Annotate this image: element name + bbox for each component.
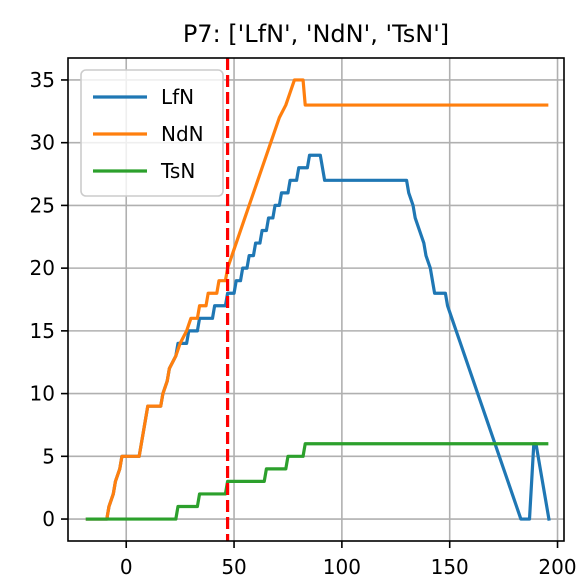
y-tick-label-0: 0 <box>42 507 55 531</box>
legend-label-NdN: NdN <box>161 122 204 146</box>
legend-label-TsN: TsN <box>160 159 195 183</box>
y-tick-label-1: 5 <box>42 444 55 468</box>
x-tick-label-2: 100 <box>323 555 361 579</box>
y-tick-label-2: 10 <box>30 382 55 406</box>
y-tick-label-5: 25 <box>30 193 55 217</box>
y-tick-label-6: 30 <box>30 131 55 155</box>
legend-box <box>80 69 224 197</box>
x-tick-label-0: 0 <box>120 555 133 579</box>
axes-frame <box>67 57 565 542</box>
series-line-NdN <box>85 78 549 521</box>
y-tick-label-4: 20 <box>30 256 55 280</box>
series-line-TsN <box>85 442 549 521</box>
x-tick-label-1: 50 <box>221 555 246 579</box>
legend-label-LfN: LfN <box>161 85 194 109</box>
x-tick-label-3: 150 <box>431 555 469 579</box>
chart-title: P7: ['LfN', 'NdN', 'TsN'] <box>183 20 449 48</box>
y-tick-label-7: 35 <box>30 68 55 92</box>
y-tick-label-3: 15 <box>30 319 55 343</box>
plot-area: 0 50 100 150 200 0 5 10 15 20 25 30 35 LfN NdN TsN <box>30 57 577 579</box>
x-tick-label-4: 200 <box>538 555 576 579</box>
